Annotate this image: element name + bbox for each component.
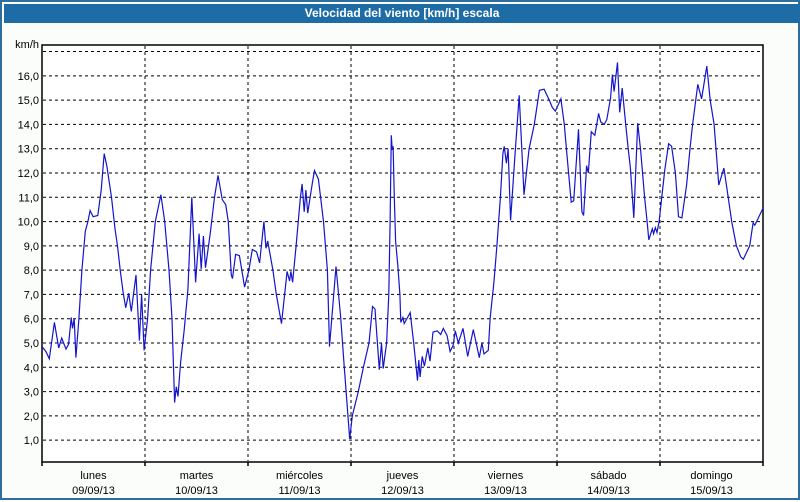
- y-axis-tick-label: 12,0: [18, 168, 39, 180]
- y-axis-tick-label: 13,0: [18, 144, 39, 156]
- y-axis-tick-label: 14,0: [18, 119, 39, 131]
- y-axis-tick-label: 4,0: [24, 362, 39, 374]
- chart-title-bar: Velocidad del viento [km/h] escala: [4, 4, 800, 23]
- y-axis-tick-label: 6,0: [24, 314, 39, 326]
- x-axis-date-label: 10/09/13: [175, 485, 218, 497]
- y-axis-tick-label: 11,0: [18, 192, 39, 204]
- wind-speed-line: [41, 62, 764, 439]
- y-axis-tick-label: 1,0: [24, 435, 39, 447]
- y-axis-tick-label: 2,0: [24, 411, 39, 423]
- x-axis-day-label: martes: [180, 470, 214, 482]
- x-axis-date-label: 14/09/13: [587, 485, 630, 497]
- x-axis-date-label: 12/09/13: [381, 485, 424, 497]
- plot-area: [41, 44, 764, 463]
- y-axis-tick-label: 3,0: [24, 387, 39, 399]
- y-axis-tick-label: 10,0: [18, 217, 39, 229]
- y-axis-tick-label: 9,0: [24, 241, 39, 253]
- x-axis-day-label: lunes: [80, 470, 107, 482]
- x-axis-day-label: domingo: [690, 470, 732, 482]
- x-axis-day-label: sábado: [590, 470, 626, 482]
- x-axis-date-label: 09/09/13: [72, 485, 115, 497]
- y-axis-unit-label: km/h: [15, 39, 39, 51]
- y-axis-tick-label: 7,0: [24, 289, 39, 301]
- x-axis-day-label: jueves: [386, 470, 419, 482]
- y-axis-tick-label: 15,0: [18, 95, 39, 107]
- y-axis-tick-label: 8,0: [24, 265, 39, 277]
- x-axis-date-label: 15/09/13: [690, 485, 733, 497]
- x-axis-date-label: 13/09/13: [484, 485, 527, 497]
- x-axis-date-label: 11/09/13: [278, 485, 320, 497]
- x-axis-day-label: viernes: [488, 470, 524, 482]
- y-axis-tick-label: 16,0: [18, 71, 39, 83]
- y-axis-tick-label: 5,0: [24, 338, 39, 350]
- x-axis-day-label: miércoles: [276, 470, 324, 482]
